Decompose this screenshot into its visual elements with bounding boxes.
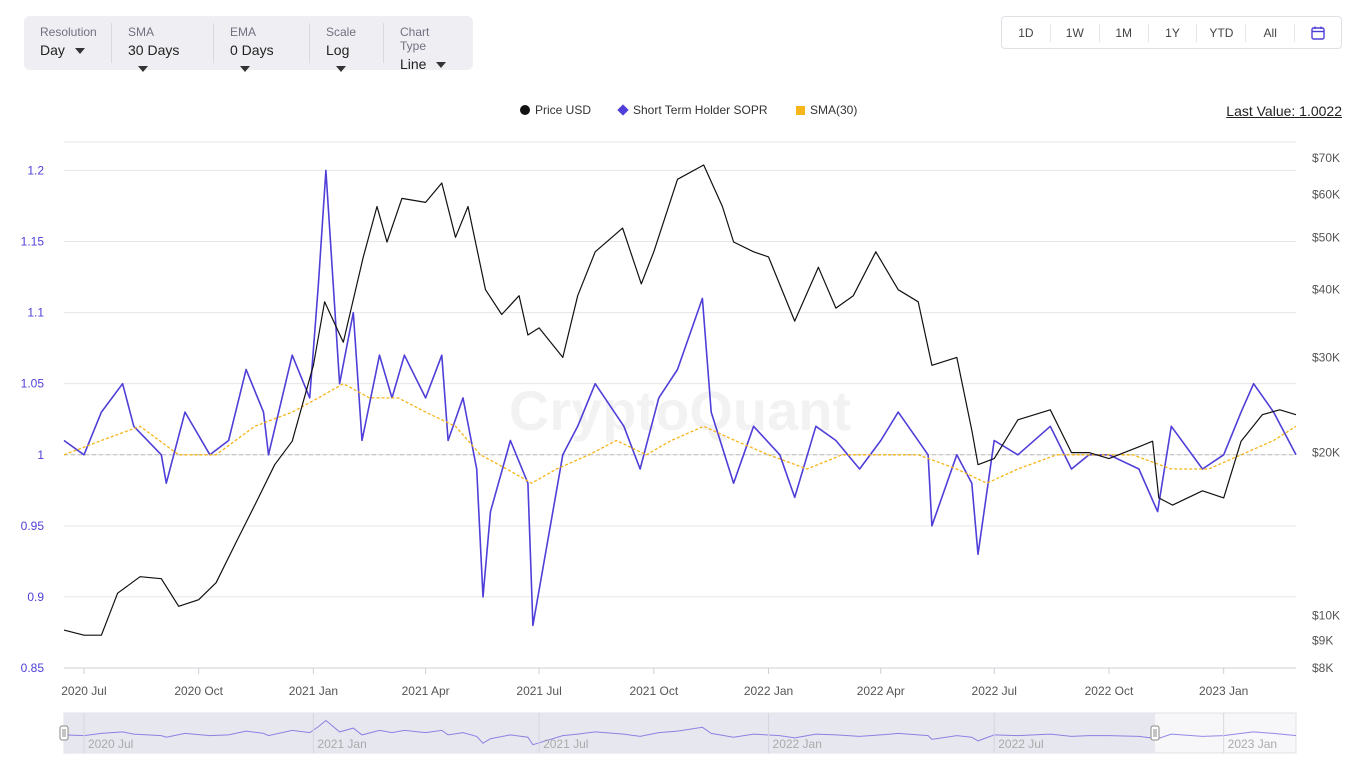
x-axis: 2020 Jul 2020 Oct 2021 Jan 2021 Apr 2021 Jul… — [61, 667, 1296, 698]
chevron-down-icon — [240, 65, 250, 72]
calendar-button[interactable] — [1295, 24, 1341, 42]
y-right-tick-label: $20K — [1312, 446, 1340, 460]
resolution-value: Day — [40, 42, 65, 58]
navigator[interactable]: 2020 Jul 2021 Jan 2021 Jul 2022 Jan 2022 Jul… — [59, 712, 1297, 754]
y-right-tick-label: $70K — [1312, 151, 1340, 165]
y-right-tick-label: $60K — [1312, 187, 1340, 201]
x-tick-label: 2021 Oct — [629, 684, 678, 698]
watermark: CryptoQuant — [509, 379, 851, 442]
chevron-down-icon — [336, 65, 346, 72]
ema-value: 0 Days — [230, 42, 274, 58]
calendar-icon — [1311, 26, 1325, 40]
x-tick-label: 2021 Apr — [402, 684, 450, 698]
legend-price-label: Price USD — [535, 103, 592, 117]
y-right-tick-label: $8K — [1312, 661, 1333, 675]
y-left-tick-label: 1.15 — [21, 235, 45, 249]
y-left-tick-label: 1.05 — [21, 377, 45, 391]
x-tick-label: 2022 Jul — [972, 684, 1017, 698]
y-right-tick-label: $30K — [1312, 350, 1340, 364]
legend-sma-label: SMA(30) — [810, 103, 858, 117]
legend-sopr-label: Short Term Holder SOPR — [633, 103, 768, 117]
chart-controls: Resolution Day SMA 30 Days EMA 0 Days Sc… — [24, 16, 473, 72]
sma-value: 30 Days — [128, 42, 180, 58]
chart-legend: Price USD Short Term Holder SOPR SMA(30) — [0, 103, 1366, 119]
scale-select[interactable]: Scale Log — [310, 23, 384, 72]
sma-select[interactable]: SMA 30 Days — [112, 23, 214, 72]
legend-item-sopr[interactable]: Short Term Holder SOPR — [617, 103, 768, 117]
chart-type-value: Line — [400, 56, 427, 72]
series-layer — [63, 164, 1297, 636]
y-left-tick-label: 1 — [37, 448, 44, 462]
sma-30-line — [63, 383, 1297, 484]
chart-type-select[interactable]: Chart Type Line — [384, 23, 473, 72]
chart-type-label: Chart Type — [400, 25, 430, 53]
navigator-handle[interactable] — [1150, 725, 1160, 741]
x-tick-label: 2020 Oct — [174, 684, 223, 698]
scale-label: Scale — [326, 25, 357, 39]
y-right-tick-label: $50K — [1312, 230, 1340, 244]
x-tick-label: 2021 Jul — [516, 684, 561, 698]
x-tick-label: 2022 Oct — [1085, 684, 1134, 698]
navigator-series-line — [63, 719, 1297, 746]
sopr-line — [63, 169, 1297, 627]
scale-value: Log — [326, 42, 350, 58]
legend-item-price[interactable]: Price USD — [520, 103, 591, 117]
range-ytd-button[interactable]: YTD — [1197, 23, 1247, 42]
legend-price-marker — [520, 105, 530, 115]
range-1m-button[interactable]: 1M — [1100, 23, 1149, 42]
navigator-handle[interactable] — [59, 725, 69, 741]
y-left-axis: 0.85 0.9 0.95 1 1.05 1.1 1.15 1.2 — [21, 163, 45, 675]
y-left-tick-label: 0.9 — [27, 590, 44, 604]
last-value-link[interactable]: Last Value: 1.0022 — [1226, 103, 1342, 119]
y-left-tick-label: 0.85 — [21, 661, 45, 675]
y-right-tick-label: $9K — [1312, 633, 1333, 647]
navigator-tick-label: 2023 Jan — [1228, 737, 1277, 751]
sma-label: SMA — [128, 25, 155, 39]
navigator-tick-label: 2020 Jul — [88, 737, 133, 751]
ema-label: EMA — [230, 25, 257, 39]
navigator-tick-label: 2021 Jul — [543, 737, 588, 751]
legend-sma-marker — [796, 105, 805, 115]
y-right-tick-label: $40K — [1312, 283, 1340, 297]
navigator-tick-label: 2022 Jul — [998, 737, 1043, 751]
chevron-down-icon — [138, 65, 148, 72]
x-tick-label: 2021 Jan — [289, 684, 338, 698]
range-1d-button[interactable]: 1D — [1002, 23, 1051, 42]
y-left-tick-label: 0.95 — [21, 519, 45, 533]
x-tick-label: 2022 Apr — [857, 684, 905, 698]
range-selector: 1D 1W 1M 1Y YTD All — [1001, 16, 1342, 49]
range-1w-button[interactable]: 1W — [1051, 23, 1100, 42]
y-left-tick-label: 1.1 — [27, 306, 44, 320]
chevron-down-icon — [74, 47, 85, 54]
resolution-select[interactable]: Resolution Day — [24, 23, 112, 63]
navigator-tick-label: 2022 Jan — [773, 737, 822, 751]
x-tick-label: 2020 Jul — [61, 684, 106, 698]
y-left-tick-label: 1.2 — [27, 163, 44, 177]
chevron-down-icon — [436, 61, 447, 68]
range-all-button[interactable]: All — [1246, 23, 1296, 42]
x-tick-label: 2022 Jan — [744, 684, 793, 698]
range-1y-button[interactable]: 1Y — [1149, 23, 1198, 42]
price-usd-line — [63, 164, 1297, 636]
x-tick-label: 2023 Jan — [1199, 684, 1248, 698]
ema-select[interactable]: EMA 0 Days — [214, 23, 310, 72]
legend-item-sma[interactable]: SMA(30) — [796, 103, 857, 117]
y-right-axis: $8K $9K $10K $20K $30K $40K $50K $60K $70K — [1312, 151, 1340, 675]
y-right-tick-label: $10K — [1312, 609, 1340, 623]
resolution-label: Resolution — [40, 25, 97, 39]
navigator-tick-label: 2021 Jan — [317, 737, 366, 751]
